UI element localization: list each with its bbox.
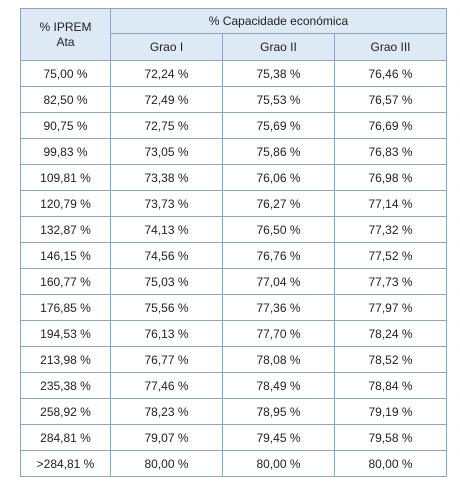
- table-container: % IPREM Ata % Capacidade económica Grao …: [20, 7, 448, 477]
- header-iprem: % IPREM Ata: [20, 8, 111, 61]
- table-row: 258,92 % 78,23 % 78,95 % 79,19 %: [20, 398, 448, 425]
- cell-grao-3: 76,98 %: [333, 164, 448, 191]
- table-row: 235,38 % 77,46 % 78,49 % 78,84 %: [20, 372, 448, 399]
- cell-iprem: >284,81 %: [20, 450, 111, 477]
- cell-iprem: 235,38 %: [20, 372, 111, 399]
- cell-grao-2: 77,04 %: [222, 268, 335, 295]
- table-row: >284,81 % 80,00 % 80,00 % 80,00 %: [20, 450, 448, 477]
- cell-grao-2: 75,38 %: [222, 60, 335, 87]
- header-capacity-group: % Capacidade económica: [109, 7, 448, 35]
- cell-iprem: 132,87 %: [20, 216, 111, 243]
- header-grao-1: Grao I: [110, 33, 223, 61]
- capacity-table: % IPREM Ata % Capacidade económica Grao …: [20, 7, 448, 477]
- cell-iprem: 284,81 %: [20, 424, 111, 451]
- cell-grao-2: 76,27 %: [222, 190, 335, 217]
- cell-grao-2: 78,95 %: [222, 398, 335, 425]
- cell-grao-2: 79,45 %: [222, 424, 335, 451]
- cell-iprem: 99,83 %: [20, 138, 111, 165]
- cell-grao-1: 73,38 %: [110, 164, 223, 191]
- cell-grao-3: 78,84 %: [333, 372, 448, 399]
- table-row: 132,87 % 74,13 % 76,50 % 77,32 %: [20, 216, 448, 243]
- cell-grao-1: 74,56 %: [110, 242, 223, 269]
- cell-grao-3: 76,57 %: [333, 86, 448, 113]
- table-row: 99,83 % 73,05 % 75,86 % 76,83 %: [20, 138, 448, 165]
- cell-grao-2: 80,00 %: [222, 450, 335, 477]
- table-row: 194,53 % 76,13 % 77,70 % 78,24 %: [20, 320, 448, 347]
- table-row: 75,00 % 72,24 % 75,38 % 76,46 %: [20, 60, 448, 87]
- table-row: 176,85 % 75,56 % 77,36 % 77,97 %: [20, 294, 448, 321]
- cell-grao-1: 76,77 %: [110, 346, 223, 373]
- cell-grao-2: 78,08 %: [222, 346, 335, 373]
- table-row: 109,81 % 73,38 % 76,06 % 76,98 %: [20, 164, 448, 191]
- cell-grao-3: 78,52 %: [333, 346, 448, 373]
- cell-grao-2: 75,69 %: [222, 112, 335, 139]
- cell-iprem: 213,98 %: [20, 346, 111, 373]
- cell-grao-1: 79,07 %: [110, 424, 223, 451]
- cell-grao-2: 77,70 %: [222, 320, 335, 347]
- cell-grao-1: 73,05 %: [110, 138, 223, 165]
- header-grao-2: Grao II: [222, 33, 335, 61]
- table-row: 120,79 % 73,73 % 76,27 % 77,14 %: [20, 190, 448, 217]
- cell-iprem: 109,81 %: [20, 164, 111, 191]
- cell-grao-3: 78,24 %: [333, 320, 448, 347]
- cell-grao-1: 75,03 %: [110, 268, 223, 295]
- cell-iprem: 194,53 %: [20, 320, 111, 347]
- cell-grao-3: 77,14 %: [333, 190, 448, 217]
- table-body: 75,00 % 72,24 % 75,38 % 76,46 % 82,50 % …: [20, 60, 448, 477]
- cell-grao-3: 79,19 %: [333, 398, 448, 425]
- cell-grao-1: 72,49 %: [110, 86, 223, 113]
- header-iprem-line2: Ata: [56, 34, 75, 49]
- cell-grao-2: 75,86 %: [222, 138, 335, 165]
- cell-grao-2: 78,49 %: [222, 372, 335, 399]
- cell-grao-1: 75,56 %: [110, 294, 223, 321]
- table-header: % IPREM Ata % Capacidade económica Grao …: [20, 7, 448, 61]
- cell-grao-2: 76,76 %: [222, 242, 335, 269]
- cell-grao-1: 78,23 %: [110, 398, 223, 425]
- cell-grao-1: 77,46 %: [110, 372, 223, 399]
- cell-grao-3: 77,73 %: [333, 268, 448, 295]
- cell-grao-3: 77,32 %: [333, 216, 448, 243]
- cell-grao-3: 76,46 %: [333, 60, 448, 87]
- cell-grao-3: 77,52 %: [333, 242, 448, 269]
- cell-grao-3: 80,00 %: [333, 450, 448, 477]
- cell-grao-1: 72,24 %: [110, 60, 223, 87]
- cell-iprem: 258,92 %: [20, 398, 111, 425]
- cell-iprem: 82,50 %: [20, 86, 111, 113]
- cell-iprem: 90,75 %: [20, 112, 111, 139]
- cell-iprem: 146,15 %: [20, 242, 111, 269]
- table-row: 213,98 % 76,77 % 78,08 % 78,52 %: [20, 346, 448, 373]
- cell-iprem: 160,77 %: [20, 268, 111, 295]
- table-row: 82,50 % 72,49 % 75,53 % 76,57 %: [20, 86, 448, 113]
- header-row-sub: Grao I Grao II Grao III: [21, 33, 448, 61]
- cell-grao-3: 76,69 %: [333, 112, 448, 139]
- cell-grao-3: 79,58 %: [333, 424, 448, 451]
- header-iprem-line1: % IPREM: [39, 19, 92, 34]
- cell-grao-1: 76,13 %: [110, 320, 223, 347]
- table-row: 284,81 % 79,07 % 79,45 % 79,58 %: [20, 424, 448, 451]
- cell-iprem: 176,85 %: [20, 294, 111, 321]
- cell-grao-2: 76,50 %: [222, 216, 335, 243]
- cell-grao-1: 80,00 %: [110, 450, 223, 477]
- header-row-top: % IPREM Ata % Capacidade económica: [20, 7, 448, 61]
- cell-grao-2: 76,06 %: [222, 164, 335, 191]
- cell-grao-1: 72,75 %: [110, 112, 223, 139]
- cell-grao-1: 73,73 %: [110, 190, 223, 217]
- table-row: 90,75 % 72,75 % 75,69 % 76,69 %: [20, 112, 448, 139]
- cell-grao-2: 77,36 %: [222, 294, 335, 321]
- table-row: 146,15 % 74,56 % 76,76 % 77,52 %: [20, 242, 448, 269]
- table-row: 160,77 % 75,03 % 77,04 % 77,73 %: [20, 268, 448, 295]
- cell-grao-3: 77,97 %: [333, 294, 448, 321]
- header-grao-3: Grao III: [333, 33, 448, 61]
- cell-grao-1: 74,13 %: [110, 216, 223, 243]
- cell-iprem: 120,79 %: [20, 190, 111, 217]
- cell-grao-3: 76,83 %: [333, 138, 448, 165]
- cell-grao-2: 75,53 %: [222, 86, 335, 113]
- cell-iprem: 75,00 %: [20, 60, 111, 87]
